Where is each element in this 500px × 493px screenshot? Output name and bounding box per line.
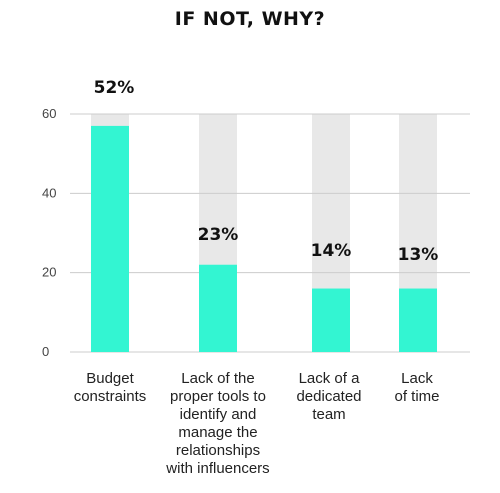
category-label-0-line-1: constraints (74, 388, 147, 405)
data-label-0: 52% (94, 78, 135, 98)
category-label-2-line-2: team (312, 406, 345, 423)
y-tick-label-20: 20 (42, 265, 56, 280)
category-label-3-line-1: of time (394, 388, 439, 405)
category-label-1-line-0: Lack of the (181, 370, 254, 387)
data-label-3: 13% (398, 245, 439, 265)
category-label-2-line-1: dedicated (296, 388, 361, 405)
y-tick-label-40: 40 (42, 185, 56, 200)
category-label-1-line-2: identify and (180, 406, 257, 423)
bar-2 (312, 288, 350, 352)
data-label-2: 14% (311, 241, 352, 261)
y-tick-label-60: 60 (42, 106, 56, 121)
category-label-1-line-4: relationships (176, 442, 260, 459)
category-label-2-line-0: Lack of a (299, 370, 361, 387)
category-label-1-line-1: proper tools to (170, 388, 266, 405)
category-label-3-line-0: Lack (401, 370, 433, 387)
y-tick-label-0: 0 (42, 344, 49, 359)
bar-3 (399, 288, 437, 352)
chart-title: IF NOT, WHY? (174, 8, 326, 30)
category-label-0-line-0: Budget (86, 370, 134, 387)
category-label-1-line-5: with influencers (165, 460, 269, 477)
bar-0 (91, 125, 129, 353)
bar-1 (199, 264, 237, 352)
category-label-1-line-3: manage the (178, 424, 257, 441)
data-label-1: 23% (198, 225, 239, 245)
